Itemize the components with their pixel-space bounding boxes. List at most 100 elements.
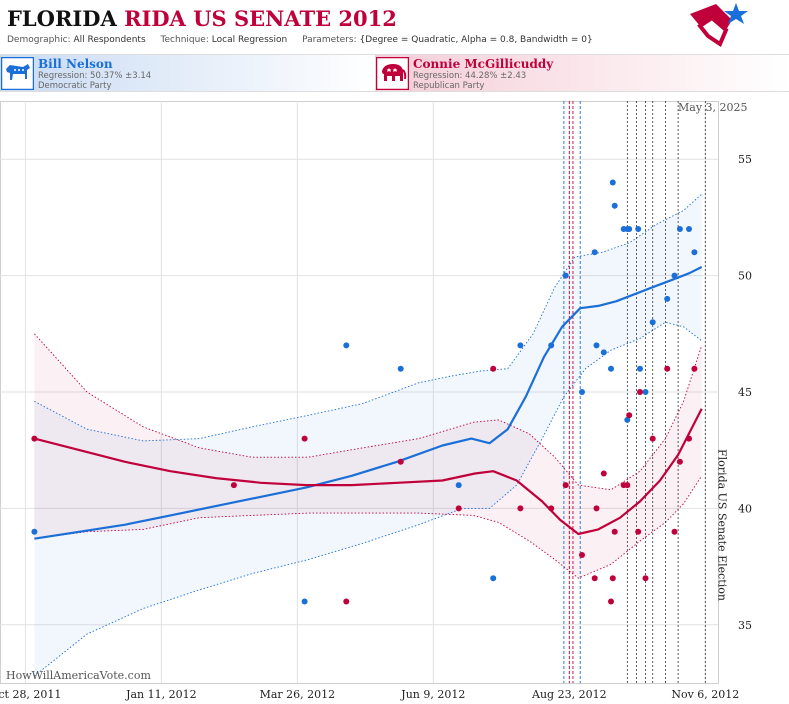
donkey-icon <box>0 56 35 91</box>
data-point <box>343 598 350 605</box>
confidence-band <box>34 194 702 676</box>
data-point <box>397 458 404 465</box>
chart-canvas: 35 40 45 50 55 Oct 28, 2011 Jan 11, 2012 Mar 26… <box>0 101 752 701</box>
data-point <box>397 365 404 372</box>
demographic-value: All Respondents <box>73 35 146 45</box>
data-point <box>637 389 643 395</box>
data-point <box>301 435 308 442</box>
x-tick-label: Aug 23, 2012 <box>531 688 607 701</box>
data-point <box>517 342 524 349</box>
date-stamp: May 3, 2025 <box>678 101 748 114</box>
x-tick-label: Jan 11, 2012 <box>125 688 197 701</box>
technique-value: Local Regression <box>211 35 288 45</box>
data-point <box>562 482 569 489</box>
data-point <box>637 365 643 372</box>
data-point <box>455 505 462 512</box>
rep-regression-text: Regression: 44.28% ±2.43 <box>413 71 527 81</box>
data-point <box>579 552 585 558</box>
data-point <box>562 272 569 279</box>
data-point <box>548 342 555 349</box>
parameters-row: Demographic: All Respondents Technique: … <box>7 35 605 45</box>
demographic-info: Demographic: All Respondents <box>7 35 146 45</box>
data-point <box>548 505 555 512</box>
data-point <box>686 226 692 232</box>
site-logo-icon[interactable] <box>686 0 750 48</box>
data-point <box>608 365 614 372</box>
y-tick-label: 35 <box>738 619 752 632</box>
candidate-rep-panel[interactable]: Connie McGillicuddy Regression: 44.28% ±… <box>375 54 789 92</box>
watermark-text: HowWillAmericaVote.com <box>6 669 151 682</box>
data-point <box>591 575 598 582</box>
data-point <box>691 365 698 372</box>
data-point <box>230 482 237 489</box>
y-tick-label: 50 <box>738 270 752 283</box>
data-point <box>593 505 600 512</box>
election-label: Florida US Senate Election <box>715 449 728 601</box>
data-point <box>611 528 618 535</box>
x-tick-label: Nov 6, 2012 <box>671 688 739 701</box>
data-point <box>609 575 616 582</box>
data-point <box>635 226 642 232</box>
regression-line <box>34 408 703 536</box>
page-title: FLORIDA RIDA US SENATE 2012 <box>7 6 397 31</box>
data-point <box>686 435 692 442</box>
data-point <box>455 482 462 489</box>
dem-regression-text: Regression: 50.37% ±3.14 <box>38 71 152 81</box>
x-tick-label: Oct 28, 2011 <box>0 688 61 701</box>
data-point <box>611 202 618 209</box>
data-point <box>31 435 38 442</box>
data-point <box>642 389 649 395</box>
data-point <box>642 575 649 582</box>
y-tick-label: 45 <box>738 386 752 399</box>
data-point <box>626 412 633 419</box>
data-point <box>671 528 678 535</box>
title-race: RIDA US SENATE 2012 <box>124 6 397 31</box>
data-point <box>301 598 308 605</box>
data-point <box>624 482 631 489</box>
data-point <box>635 528 642 535</box>
elephant-icon <box>375 56 410 91</box>
demographic-label: Demographic: <box>7 35 71 45</box>
x-tick-label: Jun 9, 2012 <box>400 688 465 701</box>
title-state: FLORIDA <box>7 6 117 31</box>
data-point <box>517 505 524 512</box>
header: FLORIDA RIDA US SENATE 2012 Demographic:… <box>0 0 789 52</box>
polling-chart: 35 40 45 50 55 Oct 28, 2011 Jan 11, 2012 Mar 26… <box>0 95 789 704</box>
data-point <box>343 342 350 349</box>
data-point <box>579 389 585 395</box>
data-point <box>490 575 497 582</box>
technique-label: Technique: <box>160 35 209 45</box>
rep-party-text: Republican Party <box>413 81 485 91</box>
parameters-label: Parameters: <box>302 35 357 45</box>
y-tick-label: 55 <box>738 153 752 166</box>
data-point <box>691 249 698 256</box>
data-point <box>671 272 678 279</box>
data-point <box>591 249 598 256</box>
data-point <box>664 365 671 372</box>
data-point <box>676 226 683 232</box>
data-point <box>624 416 631 423</box>
data-point <box>490 365 497 372</box>
data-point <box>31 528 38 535</box>
band-lower-line <box>34 321 702 677</box>
data-point <box>649 435 656 442</box>
data-point <box>600 470 607 477</box>
technique-info: Technique: Local Regression <box>161 35 288 45</box>
candidate-dem-panel[interactable]: Bill Nelson Regression: 50.37% ±3.14 Dem… <box>0 54 375 92</box>
y-tick-label: 40 <box>738 502 752 515</box>
x-tick-label: Mar 26, 2012 <box>260 688 336 701</box>
data-point <box>609 179 616 186</box>
band-upper-line <box>34 193 703 442</box>
regression-line <box>34 266 703 540</box>
data-point <box>600 349 607 356</box>
data-point <box>649 319 656 326</box>
data-point <box>664 295 671 302</box>
parameters-info: Parameters: {Degree = Quadratic, Alpha =… <box>302 35 593 45</box>
data-point <box>676 458 683 465</box>
data-point <box>593 342 600 349</box>
dem-candidate-name: Bill Nelson <box>38 57 113 71</box>
confidence-band <box>34 333 702 579</box>
rep-candidate-name: Connie McGillicuddy <box>413 57 554 71</box>
data-point <box>626 226 633 232</box>
dem-party-text: Democratic Party <box>38 81 112 91</box>
